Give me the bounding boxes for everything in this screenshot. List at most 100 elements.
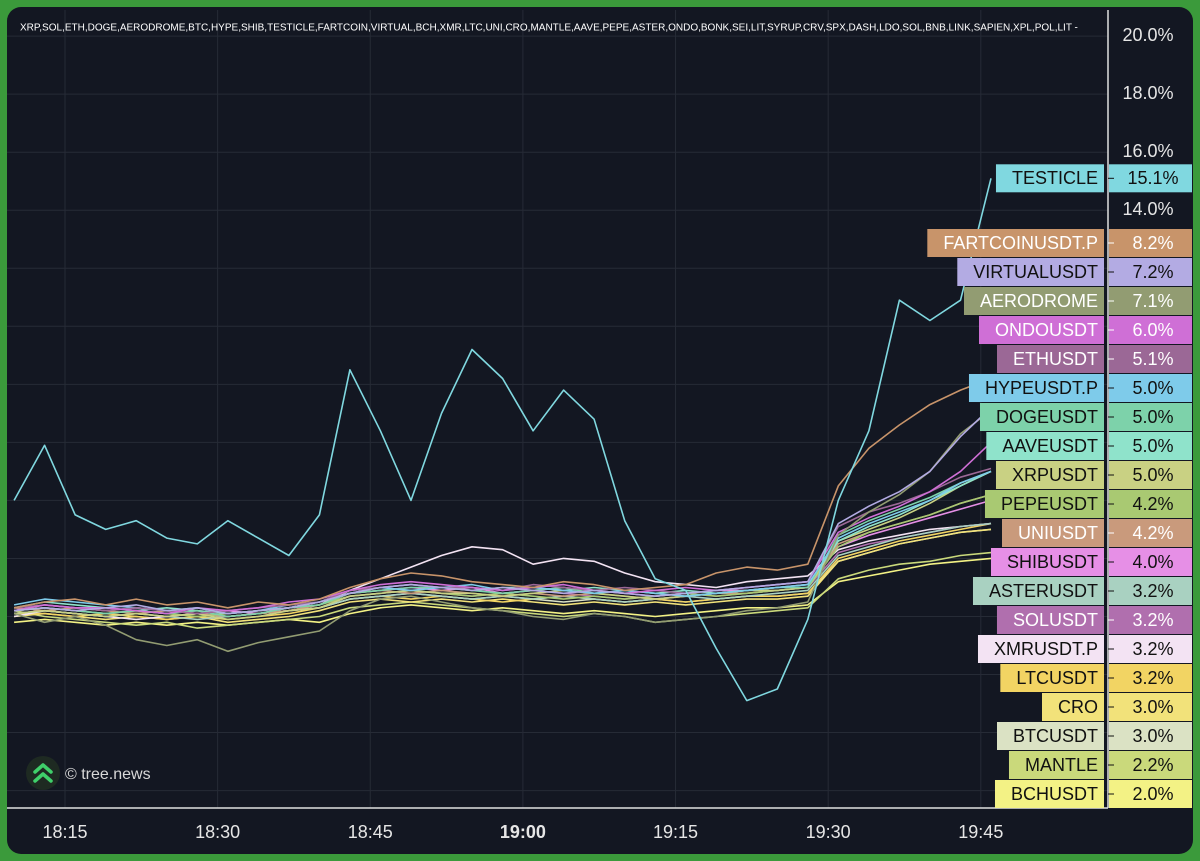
end-value-label: 3.2% <box>1132 668 1173 688</box>
legend-box <box>963 287 1104 315</box>
legend-box <box>995 164 1104 193</box>
end-value-box <box>1109 693 1192 721</box>
legend-box <box>977 635 1104 663</box>
end-value-label: 2.0% <box>1132 784 1173 804</box>
end-value-box <box>1109 287 1192 315</box>
legend-label: TESTICLE <box>1012 168 1098 188</box>
end-value-label: 8.2% <box>1132 233 1173 253</box>
legend-box <box>927 229 1104 257</box>
end-value-box <box>1109 403 1192 431</box>
chart-title: XRP,SOL,ETH,DOGE,AERODROME,BTC,HYPE,SHIB… <box>20 23 1078 34</box>
legend-label: ASTERUSDT <box>989 581 1098 601</box>
legend-box <box>997 722 1104 750</box>
legend-label: BTCUSDT <box>1013 726 1098 746</box>
legend-label: ETHUSDT <box>1013 349 1098 369</box>
legend-box <box>994 780 1104 808</box>
x-tick-label: 19:30 <box>806 822 851 842</box>
end-value-box <box>1109 751 1192 779</box>
legend-box <box>979 316 1104 344</box>
end-value-label: 3.2% <box>1132 610 1173 630</box>
end-value-label: 3.0% <box>1132 726 1173 746</box>
end-value-label: 15.1% <box>1127 168 1178 188</box>
legend-box <box>972 577 1104 605</box>
x-tick-label: 19:15 <box>653 822 698 842</box>
legend-box <box>995 461 1104 489</box>
end-value-label: 6.0% <box>1132 320 1173 340</box>
y-tick-label: 18.0% <box>1122 83 1173 103</box>
end-value-label: 7.2% <box>1132 262 1173 282</box>
legend-box <box>968 374 1104 402</box>
series-line <box>13 409 992 653</box>
legend-label: DOGEUSDT <box>996 407 1098 427</box>
legend-label: MANTLE <box>1025 755 1098 775</box>
legend-box <box>1042 693 1104 721</box>
legend-box <box>996 606 1104 634</box>
end-value-label: 5.1% <box>1132 349 1173 369</box>
chart-background <box>7 7 1193 854</box>
legend-label: BCHUSDT <box>1011 784 1098 804</box>
end-value-label: 5.0% <box>1132 465 1173 485</box>
end-value-box <box>1109 780 1192 808</box>
end-value-box <box>1109 519 1192 547</box>
legend-box <box>984 490 1104 518</box>
legend-box <box>1002 519 1104 547</box>
end-value-box <box>1109 722 1192 750</box>
legend-label: XMRUSDT.P <box>994 639 1098 659</box>
series-line <box>13 178 992 702</box>
end-value-box <box>1109 548 1192 576</box>
end-value-label: 5.0% <box>1132 378 1173 398</box>
legend-label: UNIUSDT <box>1018 523 1098 543</box>
end-value-box <box>1109 432 1192 460</box>
x-tick-label: 19:00 <box>500 822 546 842</box>
end-value-label: 5.0% <box>1132 436 1173 456</box>
legend-box <box>1000 664 1104 692</box>
end-value-box <box>1109 374 1192 402</box>
legend-label: PEPEUSDT <box>1001 494 1098 514</box>
x-tick-label: 18:30 <box>195 822 240 842</box>
legend-box <box>979 403 1104 431</box>
legend-label: XRPUSDT <box>1012 465 1098 485</box>
end-value-box <box>1109 258 1192 286</box>
series-line <box>13 441 992 615</box>
x-tick-label: 18:15 <box>42 822 87 842</box>
legend-box <box>1008 751 1104 779</box>
end-value-box <box>1109 316 1192 344</box>
legend-box <box>986 432 1104 460</box>
watermark: © tree.news <box>65 766 151 783</box>
end-value-box <box>1109 490 1192 518</box>
end-value-label: 3.2% <box>1132 639 1173 659</box>
y-tick-label: 20.0% <box>1122 25 1173 45</box>
end-value-box <box>1109 461 1192 489</box>
end-value-box <box>1109 229 1192 257</box>
legend-box <box>990 548 1104 576</box>
legend-label: HYPEUSDT.P <box>985 378 1098 398</box>
watermark-logo <box>26 756 60 790</box>
lines <box>13 178 992 702</box>
end-value-box <box>1109 635 1192 663</box>
end-value-label: 3.0% <box>1132 697 1173 717</box>
legend-label: SHIBUSDT <box>1007 552 1098 572</box>
end-value-box <box>1109 606 1192 634</box>
end-value-label: 5.0% <box>1132 407 1173 427</box>
x-tick-label: 18:45 <box>348 822 393 842</box>
end-labels: TESTICLE 15.1% FARTCOINUSDT.P 8.2% VIRTUALUS… <box>927 164 1192 808</box>
legend-label: ONDOUSDT <box>995 320 1098 340</box>
series-line <box>13 377 992 609</box>
legend-label: LTCUSDT <box>1016 668 1098 688</box>
legend-label: AAVEUSDT <box>1002 436 1098 456</box>
legend-label: SOLUSDT <box>1013 610 1098 630</box>
y-tick-label: 14.0% <box>1122 199 1173 219</box>
end-value-label: 4.2% <box>1132 523 1173 543</box>
end-value-box <box>1109 345 1192 373</box>
series-line <box>14 522 992 621</box>
end-value-label: 4.2% <box>1132 494 1173 514</box>
end-value-label: 4.0% <box>1132 552 1173 572</box>
end-value-label: 7.1% <box>1132 291 1173 311</box>
x-tick-label: 19:45 <box>958 822 1003 842</box>
y-tick-label: 16.0% <box>1122 141 1173 161</box>
end-value-label: 2.2% <box>1132 755 1173 775</box>
legend-box <box>957 258 1104 286</box>
end-value-label: 3.2% <box>1132 581 1173 601</box>
legend-label: CRO <box>1058 697 1098 717</box>
